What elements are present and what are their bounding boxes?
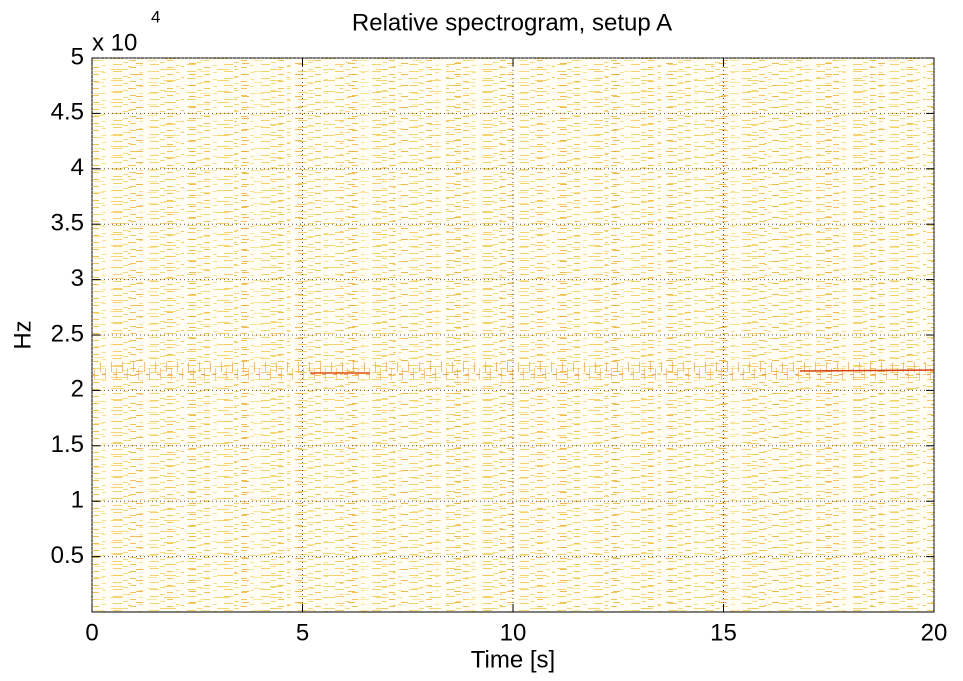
y-tick-label: 4.5	[51, 99, 84, 126]
x-tick-label: 15	[710, 619, 737, 646]
y-tick-label: 2	[71, 376, 84, 403]
x-tick-label: 5	[296, 619, 309, 646]
y-tick-label: 5	[71, 43, 84, 70]
y-axis-label: Hz	[9, 320, 36, 349]
y-tick-label: 1	[71, 487, 84, 514]
y-tick-label: 4	[71, 154, 84, 181]
x-tick-label: 10	[500, 619, 527, 646]
y-tick-label: 1.5	[51, 431, 84, 458]
y-tick-label: 3.5	[51, 210, 84, 237]
y-tick-label: 0.5	[51, 542, 84, 569]
x-tick-label: 0	[85, 619, 98, 646]
x-tick-label: 20	[921, 619, 948, 646]
x-axis-label: Time [s]	[471, 646, 555, 673]
y-tick-label: 2.5	[51, 320, 84, 347]
y-tick-label: 3	[71, 265, 84, 292]
y-exponent: 4	[151, 7, 160, 26]
chart-title: Relative spectrogram, setup A	[352, 9, 672, 36]
y-multiplier: x 10	[92, 29, 137, 56]
